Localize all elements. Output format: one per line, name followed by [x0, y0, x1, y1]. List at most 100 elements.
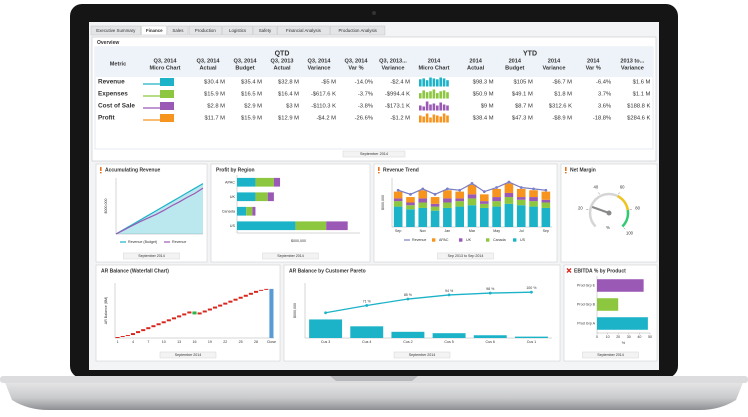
tab[interactable]: [167, 25, 189, 36]
warning-icon: [100, 167, 102, 171]
micro-bar: [446, 92, 449, 99]
bar-segment: [541, 207, 551, 227]
bar-segment: [516, 197, 526, 200]
cell: $50.9 M: [473, 92, 494, 98]
laptop-base: [4, 380, 744, 410]
footer-box: [262, 252, 319, 260]
x-tick-label: Mar: [469, 229, 476, 233]
tab-label[interactable]: Logistics: [229, 28, 247, 33]
panel-title: EBITDA % by Product: [574, 268, 626, 274]
bar-segment: [541, 202, 551, 208]
tab-label[interactable]: Executive Summary: [96, 28, 136, 33]
micro-bar: [425, 101, 429, 111]
micro-bar: [442, 104, 446, 111]
x-tick-label: Cus 1: [527, 340, 536, 344]
gauge-zone: [621, 209, 630, 228]
line: [115, 183, 204, 235]
line-marker: [482, 190, 486, 194]
panel-title: Overview: [97, 40, 119, 46]
cell: $30.4 M: [204, 80, 225, 86]
micro-bar: [419, 105, 422, 111]
total-bar: [269, 288, 274, 338]
tab-label[interactable]: Sales: [172, 28, 184, 33]
footer-label: September 2014: [277, 254, 304, 258]
bar-segment: [237, 192, 256, 202]
tab[interactable]: [90, 25, 141, 36]
bar-segment: [504, 192, 514, 198]
cell: $15.9 M: [241, 116, 262, 122]
bar-segment: [492, 197, 501, 202]
cell: -3.7%: [358, 92, 373, 98]
tab-label[interactable]: Production Analysis: [339, 28, 378, 33]
cell: $49.1 M: [512, 92, 533, 98]
bar: [597, 279, 644, 292]
tab[interactable]: [277, 25, 330, 36]
tab-label[interactable]: Financial Analysis: [286, 28, 322, 33]
bar: [597, 298, 619, 311]
bar-segment: [541, 199, 551, 203]
bar-segment: [516, 188, 526, 198]
tab[interactable]: [330, 25, 386, 36]
waterfall-bar: [161, 321, 166, 324]
bar-segment: [326, 221, 348, 231]
bar-segment: [237, 206, 247, 216]
cell: -$6.7 M: [552, 80, 572, 86]
waterfall-bar: [212, 306, 218, 309]
cell: $312.6 K: [549, 104, 572, 110]
column-header: Variance: [621, 65, 644, 71]
bar-segment: [504, 183, 514, 193]
footer-label: September 2014: [138, 254, 165, 258]
cell: $16.4 M: [278, 92, 299, 98]
cell: $284.6 K: [627, 116, 650, 122]
bar-segment: [295, 221, 327, 231]
micro-bar: [442, 90, 446, 99]
line-marker: [445, 187, 449, 191]
cell: -18.8%: [593, 116, 611, 122]
tab[interactable]: [141, 25, 167, 36]
cell: -$4.2 M: [316, 116, 336, 122]
x-tick-label: Cus 4: [362, 340, 371, 344]
x-tick-label: May: [493, 229, 500, 233]
tab-label[interactable]: Safety: [259, 28, 272, 33]
tab[interactable]: [222, 25, 253, 36]
gauge-zone: [616, 194, 630, 211]
tab[interactable]: [253, 25, 277, 36]
bar-segment: [467, 198, 477, 206]
cell: $2.8 M: [207, 104, 225, 110]
line-marker: [396, 188, 400, 192]
cell: -6.4%: [596, 80, 611, 86]
bar-segment: [504, 203, 514, 227]
cumulative-marker: [488, 291, 492, 295]
bar-segment: [255, 192, 268, 202]
footer-label: September 2014: [597, 353, 624, 357]
cell: $35.4 M: [241, 80, 262, 86]
waterfall-bar: [156, 323, 161, 326]
tab-label[interactable]: Finance: [146, 28, 163, 33]
x-tick-label: 50: [648, 335, 652, 339]
panel-title: Net Margin: [570, 167, 596, 173]
tab-label[interactable]: Production: [195, 28, 217, 33]
cell: $1.8 M: [554, 92, 572, 98]
bar-segment: [455, 201, 464, 207]
metric-label: Expenses: [98, 91, 128, 98]
cell: $12.9 M: [278, 116, 299, 122]
waterfall-bar: [166, 319, 171, 322]
footer-box: [582, 351, 639, 359]
bar-segment: [418, 207, 428, 227]
warning-icon-dot: [378, 172, 380, 174]
cell: -$2.4 M: [390, 80, 410, 86]
x-tick-label: 13: [177, 340, 181, 344]
waterfall-bar: [136, 331, 141, 334]
tab[interactable]: [188, 25, 222, 36]
cell: $11.7 M: [204, 116, 225, 122]
waterfall-bar: [207, 308, 212, 311]
footer-label: September 2014: [409, 353, 436, 357]
micro-bar: [446, 80, 449, 87]
bar-segment: [418, 198, 428, 203]
axis-label: %: [622, 341, 626, 345]
camera: [372, 11, 376, 15]
bar-segment: [255, 177, 274, 187]
x-tick-label: 19: [208, 340, 212, 344]
x-tick-label: 20: [616, 335, 620, 339]
micro-chart-block: [160, 102, 174, 110]
